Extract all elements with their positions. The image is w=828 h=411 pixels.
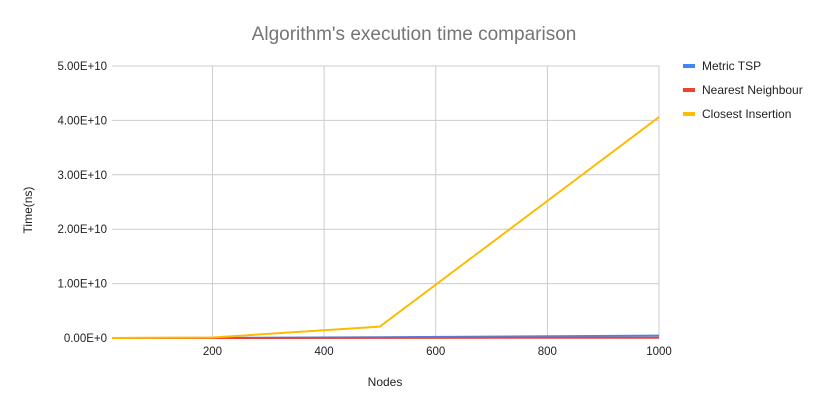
legend-label-closest-insertion: Closest Insertion bbox=[702, 107, 791, 121]
series-line-closest-insertion bbox=[111, 116, 660, 339]
legend-swatch-nearest-neighbour bbox=[683, 88, 695, 92]
y-tick-label: 5.00E+10 bbox=[57, 61, 107, 73]
x-tick-labels: 200 400 600 800 1000 bbox=[203, 346, 672, 358]
grid bbox=[112, 65, 660, 339]
legend: Metric TSP Nearest Neighbour Closest Inser… bbox=[683, 59, 803, 121]
x-tick-label: 200 bbox=[203, 346, 222, 358]
y-tick-label: 4.00E+10 bbox=[57, 115, 107, 127]
y-tick-label: 2.00E+10 bbox=[57, 224, 107, 236]
chart-title: Algorithm's execution time comparison bbox=[252, 24, 577, 45]
y-tick-labels: 0.00E+0 1.00E+10 2.00E+10 3.00E+10 4.00E+10 5… bbox=[57, 61, 107, 345]
legend-swatch-closest-insertion bbox=[683, 112, 695, 116]
y-tick-label: 1.00E+10 bbox=[57, 279, 107, 291]
legend-swatch-metric-tsp bbox=[683, 64, 695, 68]
legend-label-nearest-neighbour: Nearest Neighbour bbox=[702, 83, 803, 97]
x-tick-label: 800 bbox=[538, 346, 557, 358]
y-tick-label: 0.00E+0 bbox=[64, 333, 107, 345]
x-tick-label: 1000 bbox=[646, 346, 672, 358]
legend-label-metric-tsp: Metric TSP bbox=[702, 59, 761, 73]
x-axis-label: Nodes bbox=[368, 375, 403, 389]
x-tick-label: 600 bbox=[426, 346, 445, 358]
y-tick-label: 3.00E+10 bbox=[57, 170, 107, 182]
series-lines bbox=[111, 116, 660, 339]
x-tick-label: 400 bbox=[315, 346, 334, 358]
y-axis-label: Time(ns) bbox=[21, 187, 35, 234]
